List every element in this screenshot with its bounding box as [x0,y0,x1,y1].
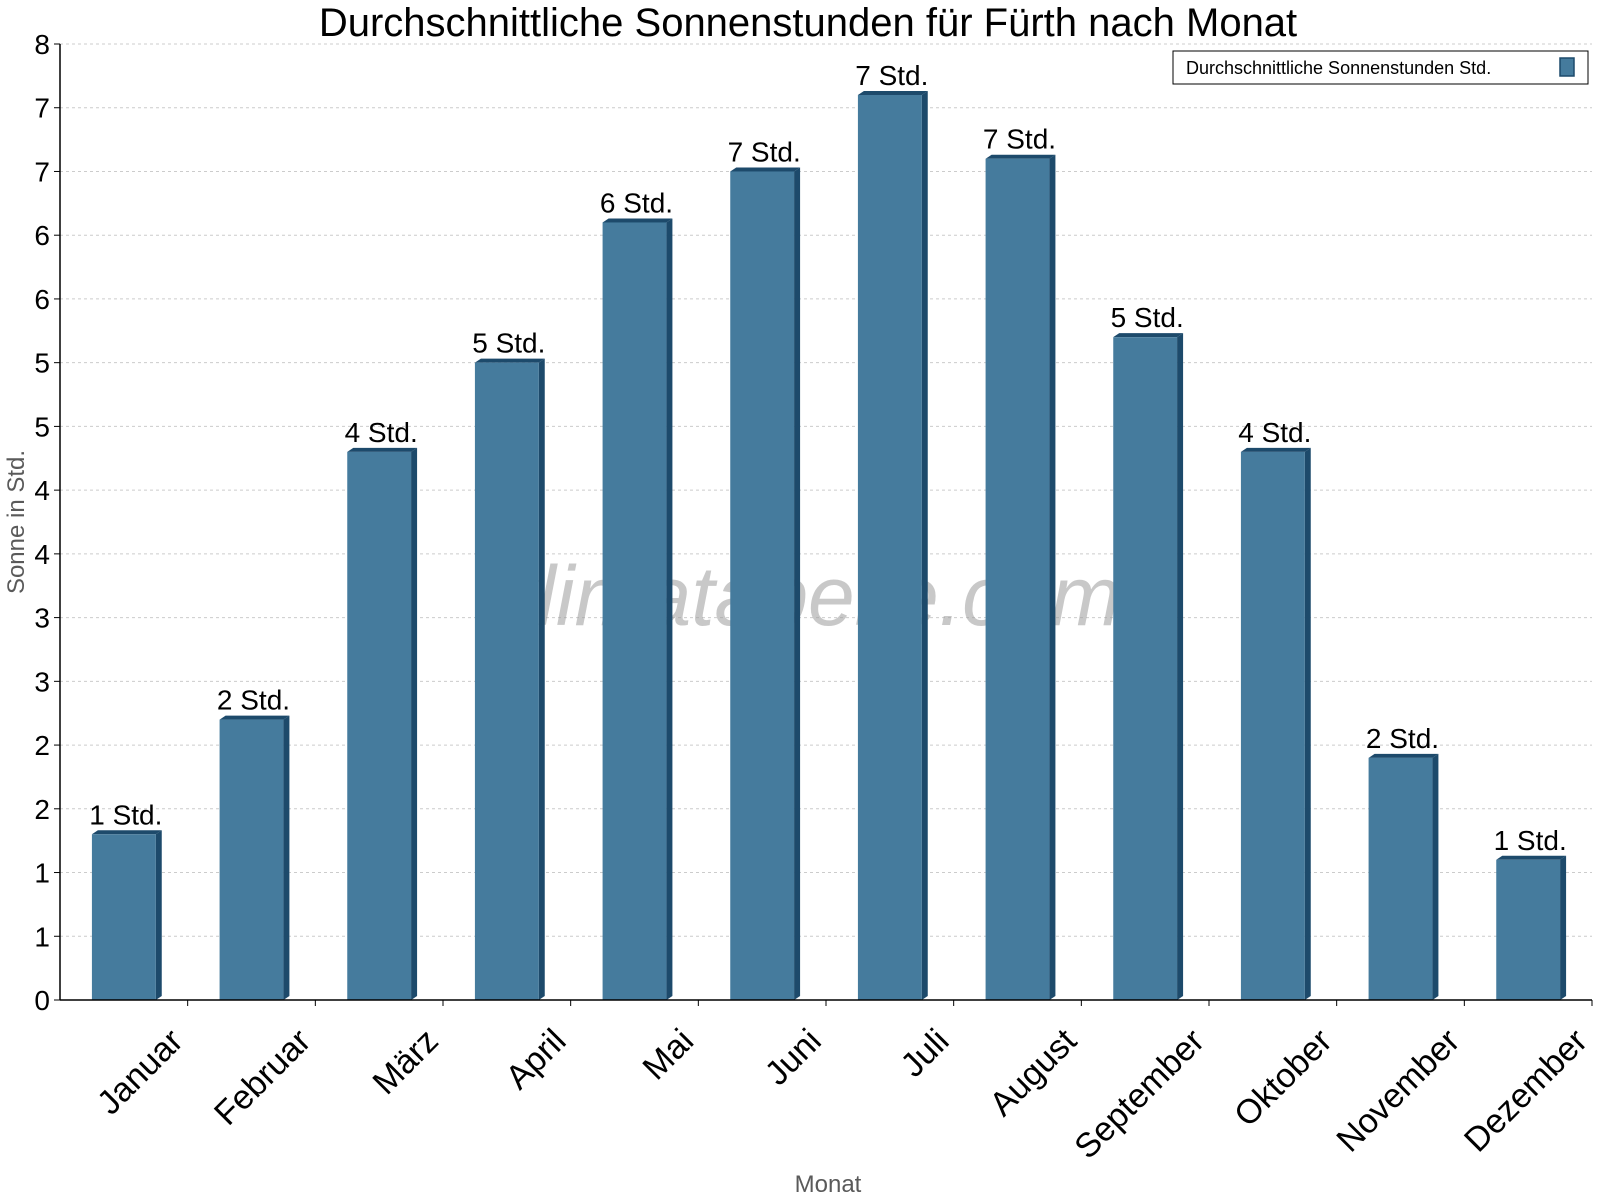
y-tick-label: 6 [34,284,50,315]
bar-side [666,218,673,1000]
bar [91,834,156,1000]
y-tick-label: 8 [34,29,50,60]
bar [1368,757,1433,1000]
bar-top [91,830,162,835]
x-tick-label: August [982,1021,1084,1123]
bar-side [1177,333,1184,1000]
x-tick-label: Mai [636,1022,702,1088]
y-tick-label: 4 [34,475,50,506]
bar [1240,451,1305,1001]
y-tick-label: 5 [34,411,50,442]
data-label: 5 Std. [1111,302,1184,333]
bar-top [1113,333,1184,338]
x-tick-label: November [1329,1022,1467,1160]
y-tick-label: 0 [34,985,50,1016]
y-tick-label: 6 [34,220,50,251]
bar [985,158,1050,1001]
data-label: 7 Std. [728,136,801,167]
bar-top [857,90,928,95]
data-labels: 1 Std. 2 Std. 4 Std. 5 Std. 6 Std. 7 Std. 7 St… [89,60,1567,856]
bar-top [602,218,673,223]
bar [602,222,667,1000]
data-label: 1 Std. [89,799,162,830]
x-tick-label: September [1067,1022,1211,1166]
bar-top [219,715,290,720]
x-axis-title: Monat [795,1171,862,1198]
data-label: 2 Std. [1366,723,1439,754]
bar-side [538,358,545,1001]
y-tick-label: 2 [34,794,50,825]
bar-side [411,447,418,1001]
x-tick-label: März [365,1022,445,1102]
data-label: 4 Std. [1238,417,1311,448]
legend-swatch [1559,57,1575,77]
bar-side [1304,447,1311,1001]
grid-lines [60,43,1592,937]
y-tick-label: 1 [34,921,50,952]
bars [91,90,1567,1001]
x-tick-label: Oktober [1227,1022,1339,1134]
bar [1496,859,1561,1000]
y-tick-label: 5 [34,348,50,379]
x-tick-label: Januar [90,1022,190,1122]
legend-label: Durchschnittliche Sonnenstunden Std. [1186,58,1491,78]
x-tick-labels: Januar Februar März April Mai Juni Juli AugustS… [90,1000,1595,1166]
legend: Durchschnittliche Sonnenstunden Std. [1172,50,1589,85]
x-tick-label: Juli [894,1022,957,1085]
bar [730,171,795,1000]
axes [59,44,1592,1001]
bar-side [1049,154,1056,1001]
data-label: 1 Std. [1494,825,1567,856]
y-tick-label: 3 [34,666,50,697]
y-tick-label: 1 [34,858,50,889]
y-tick-label: 4 [34,539,50,570]
bar-side [1560,855,1567,1000]
legend-box [1172,50,1589,85]
data-label: 7 Std. [855,60,928,91]
y-tick-label: 2 [34,730,50,761]
data-label: 2 Std. [217,685,290,716]
bar [347,451,412,1001]
bar [857,94,922,1000]
y-tick-label: 7 [34,93,50,124]
bar-top [730,167,801,172]
bar-top [1496,855,1567,860]
bar-top [347,447,418,452]
bar-side [155,830,162,1000]
data-label: 5 Std. [472,328,545,359]
x-tick-label: Dezember [1457,1022,1595,1160]
bar [219,719,284,1000]
bar-side [283,715,290,1000]
bar [474,362,539,1001]
bar [1113,337,1178,1000]
x-tick-label: Februar [207,1022,318,1133]
bar-top [1368,753,1439,758]
data-label: 7 Std. [983,124,1056,155]
y-tick-labels: 0 1 1 2 2 3 3 4 4 5 5 6 6 7 7 8 [34,29,60,1016]
bar-top [985,154,1056,159]
y-tick-label: 3 [34,603,50,634]
data-label: 6 Std. [600,187,673,218]
y-tick-label: 7 [34,156,50,187]
bar-top [1240,447,1311,452]
bar-top [474,358,545,363]
x-tick-label: Juni [758,1022,829,1093]
bar-side [794,167,801,1000]
x-tick-label: April [498,1022,573,1097]
bar-side [1432,753,1439,1000]
data-label: 4 Std. [345,417,418,448]
bar-side [921,90,928,1000]
chart-title: Durchschnittliche Sonnenstunden für Fürt… [319,1,1297,45]
y-axis-title: Sonne in Std. [3,450,30,594]
